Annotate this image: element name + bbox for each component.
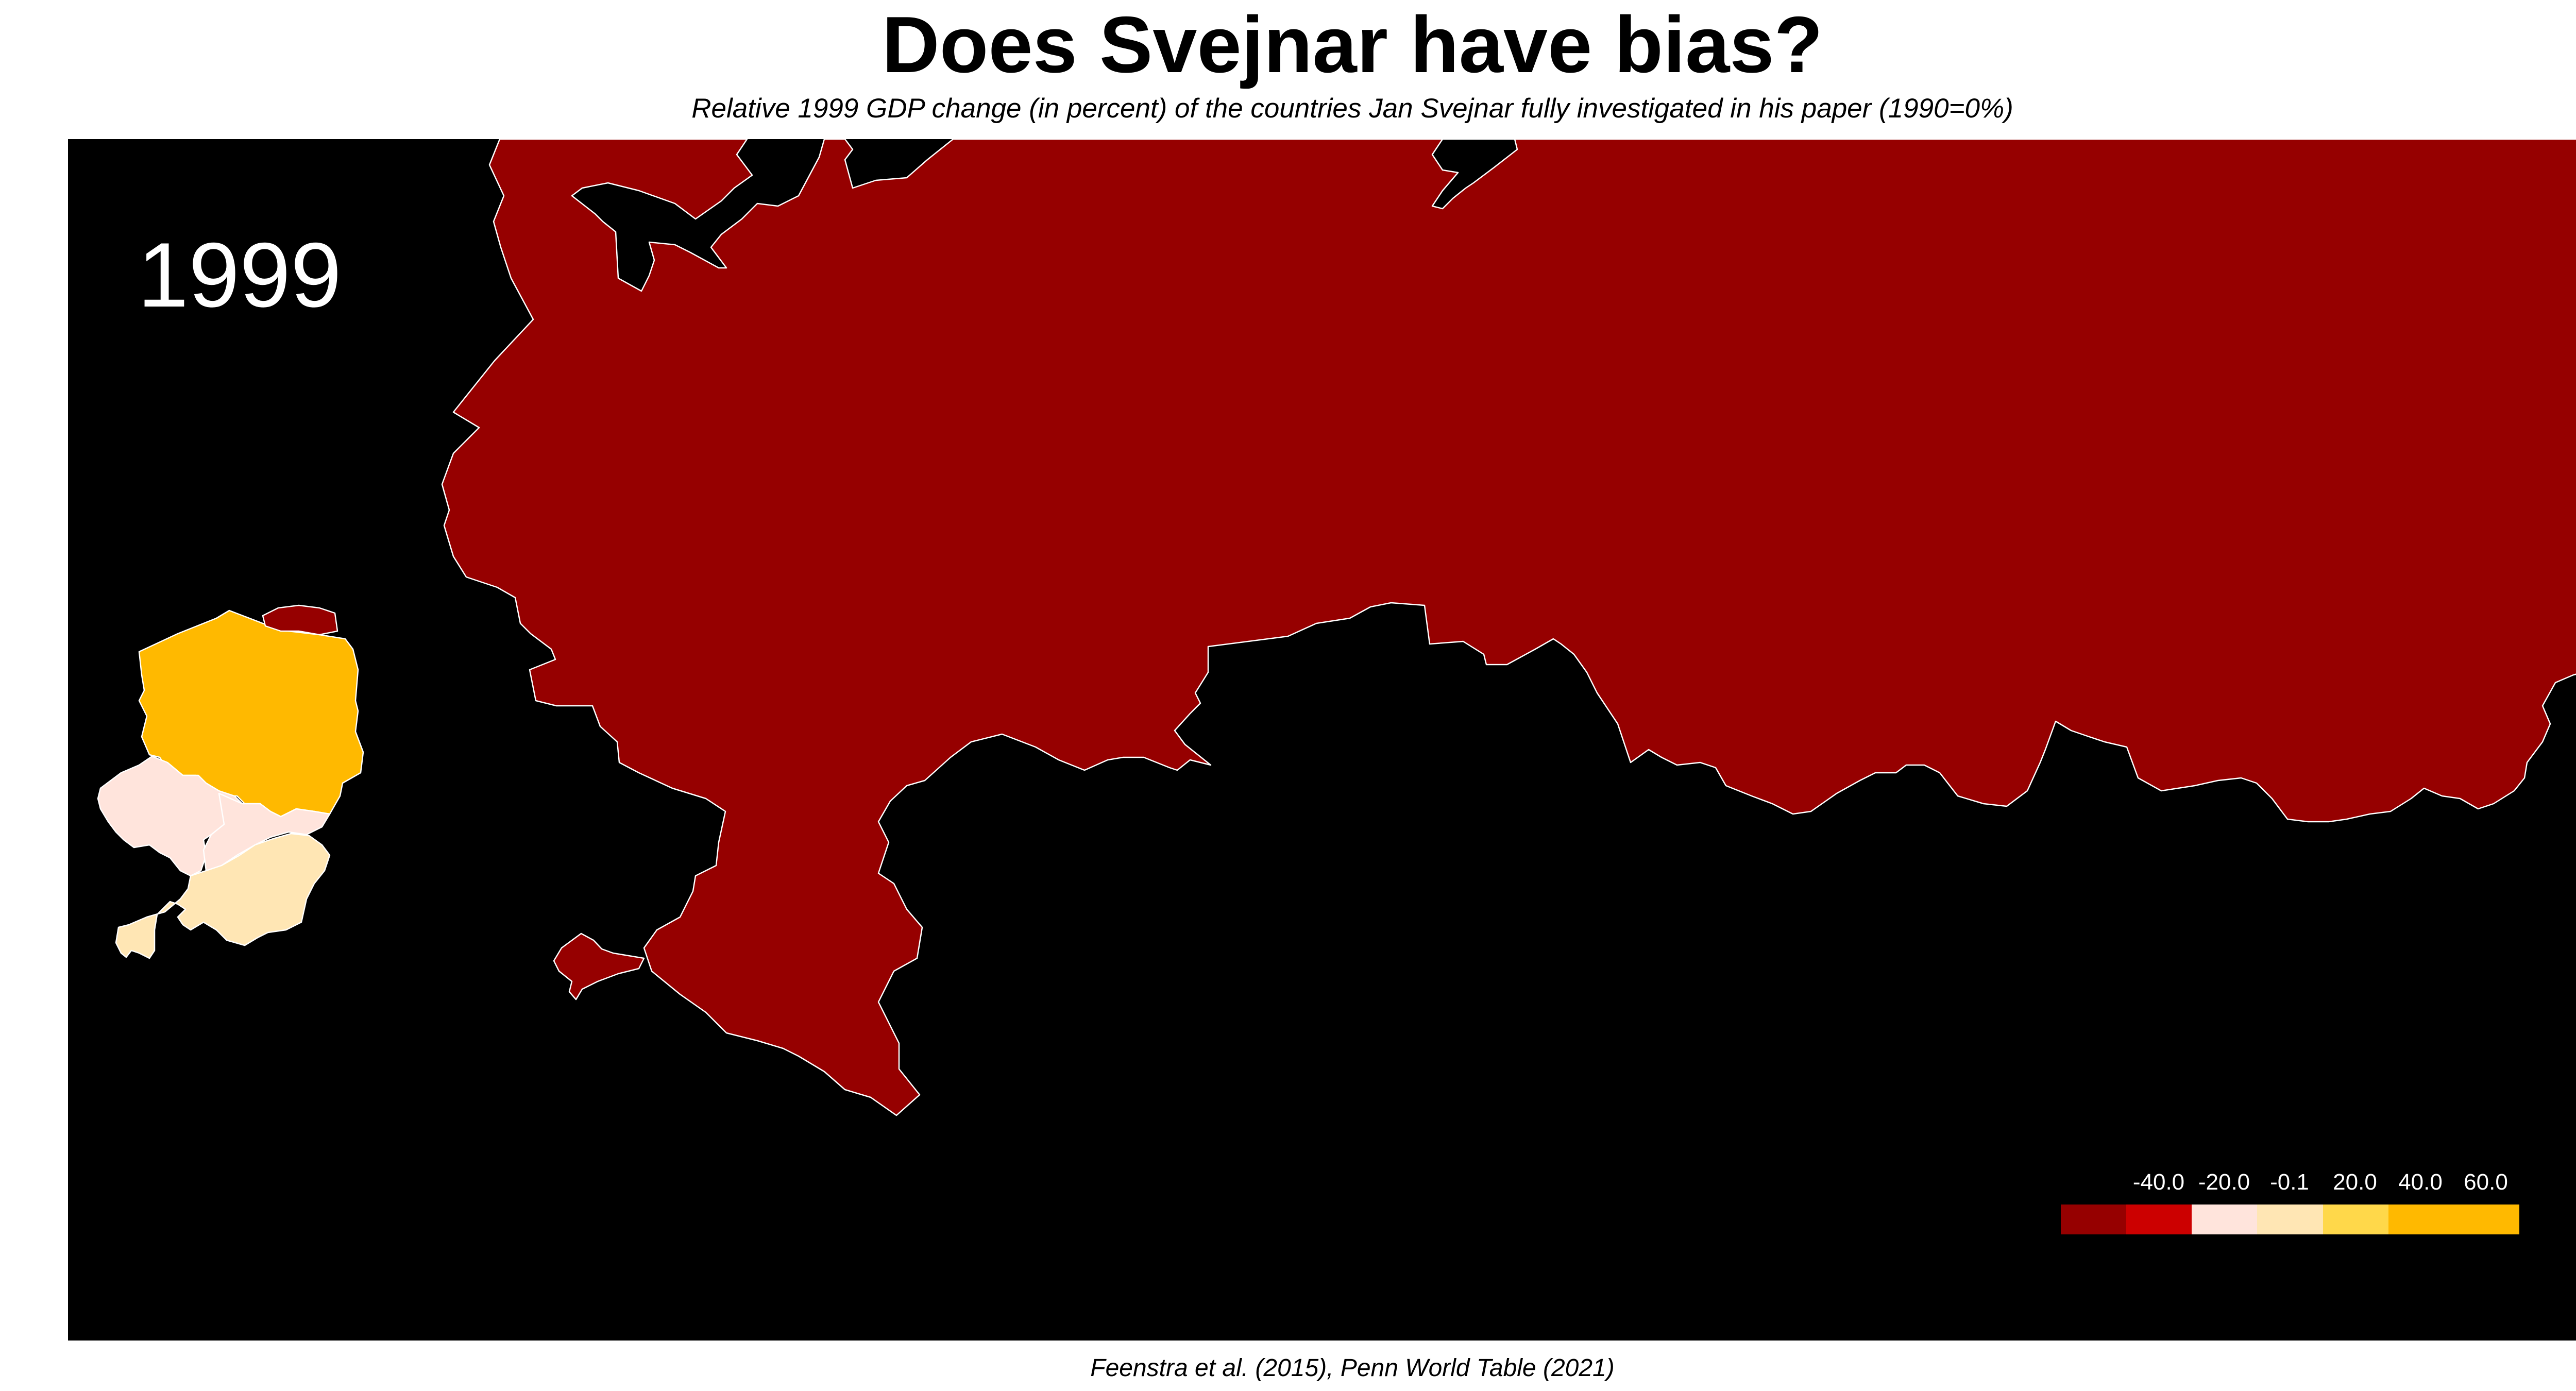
legend-color-bar <box>2061 1205 2519 1234</box>
legend-swatch <box>2388 1205 2454 1234</box>
year-label: 1999 <box>138 224 342 326</box>
legend-label: 40.0 <box>2398 1169 2443 1195</box>
legend-label: -0.1 <box>2270 1169 2309 1195</box>
region-russia[interactable] <box>441 139 2576 1116</box>
region-czech-republic[interactable] <box>97 755 243 877</box>
legend-swatch <box>2453 1205 2519 1234</box>
region-hungary[interactable] <box>115 833 331 959</box>
legend-swatch <box>2257 1205 2323 1234</box>
legend: -40.0 -20.0 -0.1 20.0 40.0 60.0 <box>2061 1169 2519 1234</box>
map-canvas <box>97 139 2576 1116</box>
region-kaliningrad[interactable] <box>553 932 645 1000</box>
legend-swatch <box>2192 1205 2258 1234</box>
legend-label: 20.0 <box>2333 1169 2377 1195</box>
map-panel: 1999 -40.0 -20.0 -0.1 20.0 40.0 60.0 <box>68 139 2576 1341</box>
legend-swatch <box>2061 1205 2127 1234</box>
chart-caption: Feenstra et al. (2015), Penn World Table… <box>1090 1354 1615 1382</box>
legend-label: 60.0 <box>2464 1169 2508 1195</box>
legend-labels: -40.0 -20.0 -0.1 20.0 40.0 60.0 <box>2061 1169 2519 1200</box>
region-kaliningrad-strip[interactable] <box>262 604 338 636</box>
region-slovakia[interactable] <box>202 792 331 872</box>
legend-swatch <box>2323 1205 2388 1234</box>
chart-title: Does Svejnar have bias? <box>882 0 1823 89</box>
white-sea-gap <box>1431 139 1518 210</box>
legend-label: -40.0 <box>2132 1169 2185 1195</box>
legend-swatch <box>2126 1205 2192 1234</box>
chart-subtitle: Relative 1999 GDP change (in percent) of… <box>691 93 2013 124</box>
legend-label: -20.0 <box>2198 1169 2250 1195</box>
